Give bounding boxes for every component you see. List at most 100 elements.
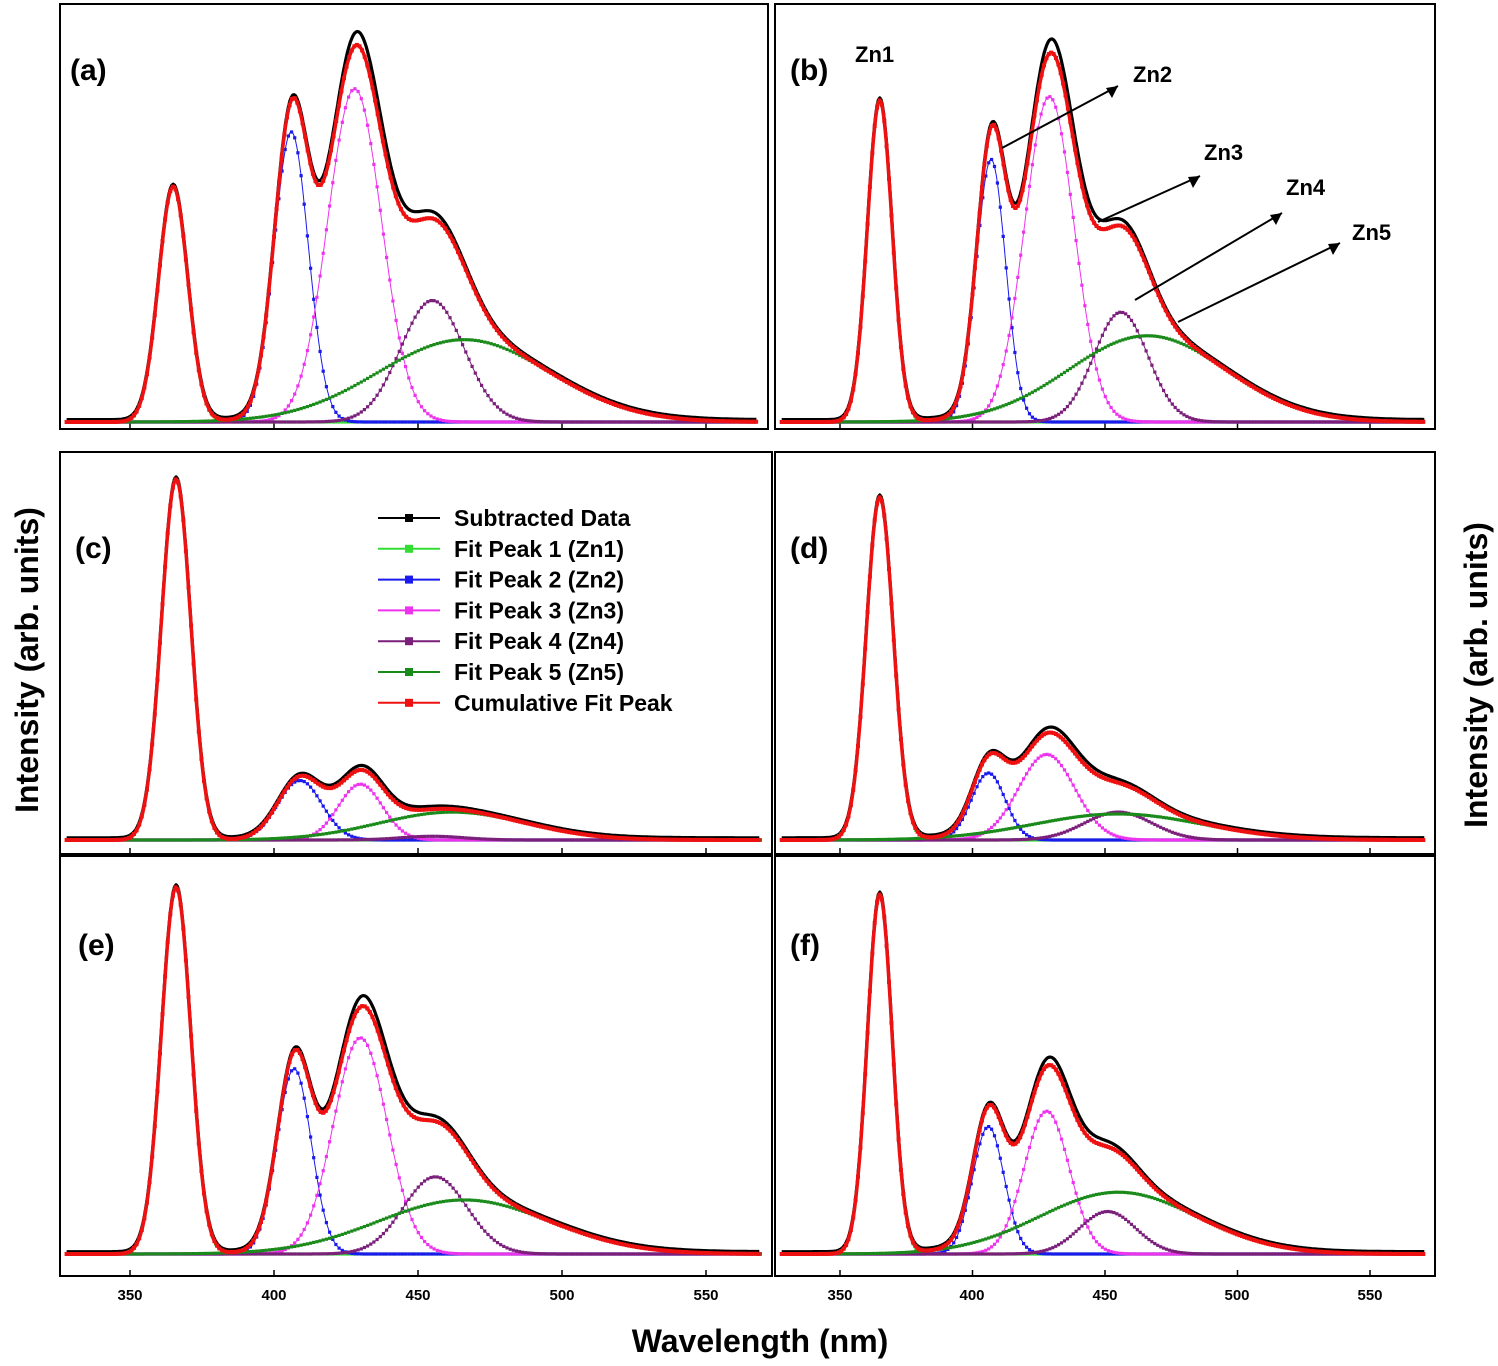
series-fit-peak-5-marker xyxy=(1170,338,1174,342)
series-fit-peak-4-marker xyxy=(590,838,595,842)
series-fit-peak-4-marker xyxy=(686,420,690,424)
series-cumulative-fit-marker xyxy=(440,223,445,228)
series-fit-peak-1-line xyxy=(781,497,1425,841)
series-fit-peak-5-marker xyxy=(188,838,192,842)
series-fit-peak-4-marker xyxy=(957,838,962,842)
series-fit-peak-4-marker xyxy=(442,306,446,310)
series-cumulative-fit-marker xyxy=(564,380,569,384)
series-cumulative-fit-marker xyxy=(75,838,79,842)
series-fit-peak-4-marker xyxy=(1013,420,1017,424)
series-cumulative-fit-marker xyxy=(585,832,590,837)
series-cumulative-fit-marker xyxy=(396,201,401,206)
series-fit-peak-3-marker xyxy=(340,120,344,124)
series-fit-peak-4-marker xyxy=(334,838,338,842)
series-cumulative-fit-marker xyxy=(577,387,582,391)
series-fit-peak-4-marker xyxy=(1153,370,1157,374)
series-fit-peak-3-marker xyxy=(347,95,351,99)
series-cumulative-fit-marker xyxy=(1118,223,1123,228)
series-cumulative-fit-marker xyxy=(730,419,735,424)
series-fit-peak-4-marker xyxy=(969,420,973,424)
series-cumulative-fit-marker xyxy=(934,417,939,422)
series-fit-peak-5-marker xyxy=(185,420,189,424)
series-cumulative-fit-marker xyxy=(650,837,655,842)
series-fit-peak-4-marker xyxy=(451,322,455,326)
series-fit-peak-4-marker xyxy=(286,838,290,842)
series-fit-peak-5-marker xyxy=(984,409,988,414)
series-cumulative-fit-marker xyxy=(409,218,414,223)
series-fit-peak-4-marker xyxy=(1092,817,1096,821)
series-fit-peak-5-marker xyxy=(1121,338,1125,342)
series-cumulative-fit-marker xyxy=(673,837,678,842)
series-cumulative-fit-marker xyxy=(624,836,629,841)
series-fit-peak-3-marker xyxy=(1162,838,1166,842)
series-cumulative-fit-marker xyxy=(999,148,1004,153)
series-cumulative-fit-marker xyxy=(523,354,528,359)
series-fit-peak-5-marker xyxy=(1007,401,1011,406)
series-cumulative-fit-marker xyxy=(676,837,681,842)
series-cumulative-fit-marker xyxy=(1354,417,1359,422)
series-cumulative-fit-marker xyxy=(98,420,103,424)
series-fit-peak-5-marker xyxy=(179,838,183,842)
series-cumulative-fit-marker xyxy=(686,417,691,422)
series-fit-peak-3-marker xyxy=(407,833,411,837)
series-fit-peak-2-marker xyxy=(1016,371,1020,375)
series-fit-peak-4-marker xyxy=(1264,838,1268,842)
series-cumulative-fit-marker xyxy=(108,838,113,842)
series-fit-peak-5-marker xyxy=(166,838,170,842)
series-cumulative-fit-marker xyxy=(165,200,170,205)
series-fit-peak-4-marker xyxy=(1054,414,1058,418)
series-fit-peak-5-marker xyxy=(1100,347,1104,351)
series-fit-peak-3-marker xyxy=(1010,316,1014,320)
series-fit-peak-5-marker xyxy=(381,367,385,371)
series-cumulative-fit-marker xyxy=(313,179,318,184)
series-fit-peak-5-marker xyxy=(213,838,218,842)
series-cumulative-fit-marker xyxy=(666,415,670,420)
series-cumulative-fit-marker xyxy=(1156,293,1161,297)
series-fit-peak-4-marker xyxy=(676,420,680,424)
series-fit-peak-3-marker xyxy=(1159,838,1163,842)
series-cumulative-fit-marker xyxy=(494,328,499,332)
series-fit-peak-5-marker xyxy=(296,835,300,839)
series-fit-peak-2-marker xyxy=(1100,420,1104,424)
series-cumulative-fit-marker xyxy=(551,827,556,832)
series-fit-peak-4-marker xyxy=(508,838,512,842)
series-fit-peak-5-marker xyxy=(175,838,180,842)
series-fit-peak-5-marker xyxy=(861,420,865,424)
series-fit-peak-4-marker xyxy=(1036,419,1040,423)
series-fit-peak-3-marker xyxy=(337,803,341,807)
series-cumulative-fit-marker xyxy=(567,830,572,835)
series-cumulative-fit-marker xyxy=(575,831,580,836)
series-fit-peak-5-marker xyxy=(169,838,173,842)
series-fit-peak-4-marker xyxy=(280,838,284,842)
series-cumulative-fit-marker xyxy=(684,417,689,422)
series-fit-peak-5-marker xyxy=(293,835,297,839)
series-fit-peak-4-marker xyxy=(1202,837,1206,841)
series-cumulative-fit-marker xyxy=(269,262,274,267)
series-fit-peak-5-marker xyxy=(362,378,366,382)
series-cumulative-fit-marker xyxy=(1173,324,1178,329)
series-fit-peak-2-marker xyxy=(280,169,284,173)
series-fit-peak-5-marker xyxy=(975,412,979,416)
series-fit-peak-4-marker xyxy=(321,420,325,424)
series-fit-peak-5-marker xyxy=(359,825,363,829)
series-fit-peak-5-marker xyxy=(1027,392,1032,396)
series-fit-peak-5-marker xyxy=(1127,336,1131,340)
series-cumulative-fit-marker xyxy=(354,768,359,773)
series-fit-peak-5-marker xyxy=(343,388,347,393)
series-fit-peak-4-marker xyxy=(931,838,935,842)
series-cumulative-fit-marker xyxy=(1075,160,1080,165)
series-cumulative-fit-marker xyxy=(119,419,124,424)
series-fit-peak-4-marker xyxy=(495,405,500,409)
series-fit-peak-4-marker xyxy=(1293,838,1297,842)
series-fit-peak-2-marker xyxy=(1007,806,1011,810)
series-cumulative-fit-marker xyxy=(554,827,559,832)
series-fit-peak-4-marker xyxy=(963,838,967,842)
series-cumulative-fit-marker xyxy=(549,826,554,831)
series-cumulative-fit-marker xyxy=(1378,418,1383,423)
series-cumulative-fit-marker xyxy=(717,838,722,842)
series-fit-peak-3-marker xyxy=(381,232,385,236)
series-cumulative-fit-marker xyxy=(691,837,696,842)
series-fit-peak-5-marker xyxy=(1071,365,1075,369)
series-fit-peak-3-marker xyxy=(309,333,313,337)
series-cumulative-fit-marker xyxy=(1335,415,1340,420)
